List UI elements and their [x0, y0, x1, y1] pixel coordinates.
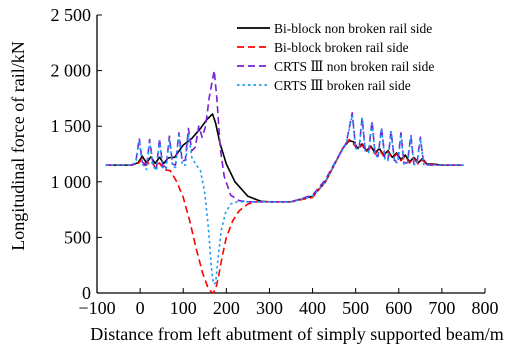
y-tick-label: 1 500 — [51, 116, 92, 136]
x-tick-label: 800 — [472, 298, 499, 318]
y-tick-label: 2 000 — [51, 61, 92, 81]
series-line-2 — [105, 138, 464, 294]
y-axis-title: Longitudinal force of rail/kN — [8, 41, 28, 250]
legend-label: Bi-block non broken rail side — [274, 21, 432, 36]
x-tick-label: 300 — [256, 298, 283, 318]
x-tick-label: 400 — [299, 298, 326, 318]
legend-label: CRTS Ⅲ broken rail side — [274, 78, 411, 93]
series-layer — [105, 69, 464, 294]
legend-label: CRTS Ⅲ non broken rail side — [274, 59, 434, 74]
x-tick-label: 500 — [342, 298, 369, 318]
x-tick-label: 0 — [136, 298, 145, 318]
x-tick-label: −100 — [78, 298, 115, 318]
series-line-4 — [105, 114, 464, 285]
y-tick-label: 0 — [82, 283, 91, 303]
y-tick-label: 2 500 — [51, 5, 92, 25]
x-axis-title: Distance from left abutment of simply su… — [90, 324, 503, 344]
plot-frame — [96, 15, 485, 294]
series-line-1 — [105, 113, 464, 203]
y-tick-label: 1 000 — [51, 172, 92, 192]
x-tick-label: 200 — [213, 298, 240, 318]
x-tick-label: 100 — [170, 298, 197, 318]
y-tick-label: 500 — [64, 227, 91, 247]
x-tick-label: 600 — [385, 298, 412, 318]
legend-label: Bi-block broken rail side — [274, 40, 409, 55]
legend: Bi-block non broken rail side Bi-block br… — [237, 21, 434, 93]
x-tick-label: 700 — [428, 298, 455, 318]
